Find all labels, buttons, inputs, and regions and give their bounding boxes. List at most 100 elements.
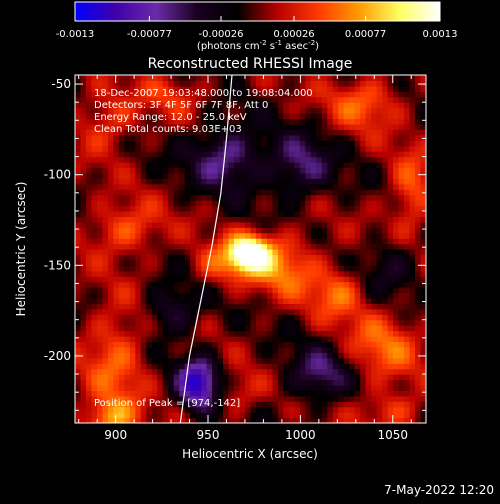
heatmap-cell (85, 276, 93, 283)
heatmap-cell (261, 401, 268, 408)
heatmap-cell (201, 178, 208, 185)
heatmap-cell (261, 205, 268, 212)
heatmap-cell (217, 156, 224, 163)
heatmap-cell (277, 183, 284, 190)
heatmap-cell (217, 178, 224, 185)
heatmap-cell (129, 254, 136, 261)
heatmap-cell (316, 200, 323, 207)
heatmap-cell (343, 319, 350, 326)
heatmap-cell (349, 210, 356, 217)
heatmap-cell (272, 80, 279, 87)
heatmap-cell (272, 162, 279, 169)
heatmap-cell (299, 276, 306, 283)
heatmap-cell (168, 270, 175, 277)
heatmap-cell (212, 140, 219, 147)
heatmap-cell (190, 232, 197, 239)
heatmap-cell (190, 140, 197, 147)
info-time-range: 18-Dec-2007 19:03:48.000 to 19:08:04.000 (94, 88, 313, 99)
heatmap-cell (371, 123, 378, 130)
heatmap-cell (129, 156, 136, 163)
heatmap-cell (277, 85, 284, 92)
heatmap-cell (75, 210, 82, 217)
heatmap-cell (310, 227, 317, 234)
heatmap-cell (140, 85, 147, 92)
heatmap-cell (349, 325, 356, 332)
heatmap-cell (228, 200, 235, 207)
heatmap-cell (228, 259, 235, 266)
heatmap-cell (354, 102, 361, 109)
heatmap-cell (179, 303, 186, 310)
heatmap-cell (332, 183, 339, 190)
heatmap-cell (201, 341, 208, 348)
heatmap-cell (343, 341, 350, 348)
heatmap-cell (398, 303, 405, 310)
heatmap-cell (250, 352, 257, 359)
heatmap-cell (129, 167, 136, 174)
heatmap-cell (349, 303, 356, 310)
heatmap-cell (168, 178, 175, 185)
heatmap-cell (151, 276, 158, 283)
heatmap-cell (310, 189, 317, 196)
heatmap-cell (255, 297, 263, 304)
heatmap-cell (420, 297, 426, 304)
heatmap-cell (118, 406, 125, 413)
heatmap-cell (288, 270, 295, 277)
heatmap-cell (151, 314, 158, 321)
heatmap-cell (129, 357, 136, 364)
heatmap-cell (299, 292, 306, 299)
heatmap-cell (250, 123, 257, 130)
heatmap-cell (85, 281, 93, 288)
heatmap-cell (157, 281, 164, 288)
heatmap-cell (415, 232, 422, 239)
heatmap-cell (195, 412, 202, 419)
heatmap-cell (162, 140, 169, 147)
heatmap-cell (420, 107, 426, 114)
heatmap-cell (157, 134, 164, 141)
heatmap-cell (305, 107, 312, 114)
heatmap-cell (91, 151, 98, 158)
heatmap-cell (382, 178, 389, 185)
heatmap-cell (371, 276, 378, 283)
heatmap-cell (343, 346, 350, 353)
heatmap-cell (321, 308, 328, 315)
heatmap-cell (321, 200, 328, 207)
heatmap-cell (124, 189, 131, 196)
heatmap-cell (415, 151, 422, 158)
heatmap-cell (75, 96, 82, 103)
heatmap-cell (179, 200, 186, 207)
heatmap-cell (277, 167, 284, 174)
heatmap-cell (113, 357, 120, 364)
heatmap-cell (283, 227, 290, 234)
heatmap-cell (228, 183, 235, 190)
heatmap-cell (168, 205, 175, 212)
heatmap-cell (250, 297, 257, 304)
heatmap-cell (354, 406, 361, 413)
heatmap-cell (382, 129, 389, 136)
heatmap-cell (299, 194, 306, 201)
heatmap-cell (234, 183, 241, 190)
heatmap-cell (365, 363, 372, 370)
heatmap-cell (316, 412, 323, 419)
heatmap-cell (217, 341, 224, 348)
heatmap-cell (239, 336, 246, 343)
heatmap-cell (118, 412, 125, 419)
heatmap-cell (107, 281, 114, 288)
heatmap-cell (404, 85, 411, 92)
heatmap-cell (201, 129, 208, 136)
heatmap-cell (415, 167, 422, 174)
heatmap-cell (245, 162, 252, 169)
heatmap-cell (151, 384, 158, 391)
heatmap-cell (75, 102, 82, 109)
heatmap-cell (261, 314, 268, 321)
heatmap-cell (245, 210, 252, 217)
heatmap-cell (206, 102, 213, 109)
heatmap-cell (201, 145, 208, 152)
heatmap-cell (234, 113, 241, 120)
heatmap-cell (250, 390, 257, 397)
heatmap-cell (327, 379, 334, 386)
heatmap-cell (75, 308, 82, 315)
heatmap-cell (173, 102, 180, 109)
heatmap-cell (146, 319, 153, 326)
heatmap-cell (206, 374, 213, 381)
heatmap-cell (195, 395, 202, 402)
